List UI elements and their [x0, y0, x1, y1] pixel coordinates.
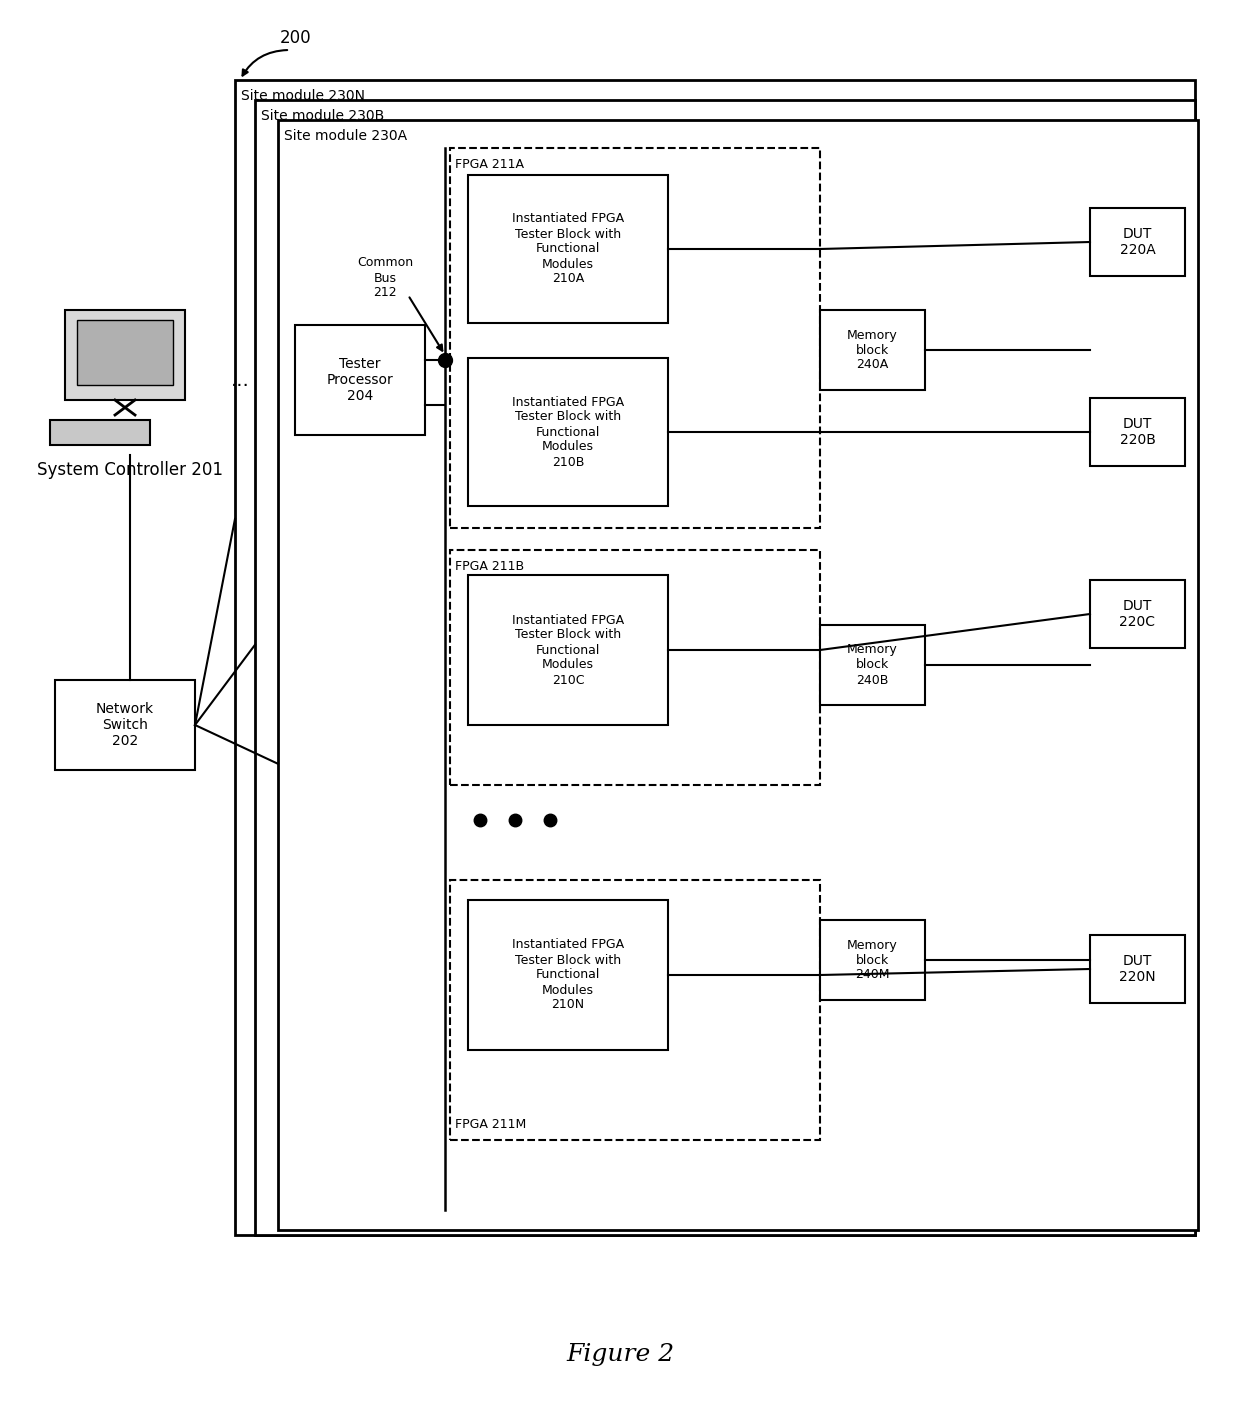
Text: DUT
220A: DUT 220A — [1120, 227, 1156, 257]
Bar — [467, 358, 668, 506]
Bar — [820, 624, 925, 704]
Bar — [1090, 208, 1185, 276]
Text: ...: ... — [231, 370, 249, 390]
Bar — [450, 880, 820, 1141]
Bar — [50, 419, 150, 445]
Text: Instantiated FPGA
Tester Block with
Functional
Modules
210N: Instantiated FPGA Tester Block with Func… — [512, 939, 624, 1012]
Bar — [820, 310, 925, 390]
Bar — [278, 121, 1198, 1230]
Bar — [1090, 579, 1185, 648]
Bar — [295, 325, 425, 435]
Text: DUT
220B: DUT 220B — [1120, 417, 1156, 448]
Text: Instantiated FPGA
Tester Block with
Functional
Modules
210B: Instantiated FPGA Tester Block with Func… — [512, 396, 624, 469]
Text: FPGA 211M: FPGA 211M — [455, 1118, 526, 1131]
Text: DUT
220N: DUT 220N — [1120, 954, 1156, 984]
Text: Instantiated FPGA
Tester Block with
Functional
Modules
210A: Instantiated FPGA Tester Block with Func… — [512, 212, 624, 285]
Text: Tester
Processor
204: Tester Processor 204 — [326, 356, 393, 403]
Text: Memory
block
240A: Memory block 240A — [847, 328, 898, 372]
Bar — [467, 175, 668, 323]
Bar — [55, 680, 195, 770]
Text: DUT
220C: DUT 220C — [1120, 599, 1156, 629]
Bar — [1090, 398, 1185, 466]
Text: Memory
block
240B: Memory block 240B — [847, 644, 898, 686]
Text: System Controller 201: System Controller 201 — [37, 462, 223, 478]
Text: Instantiated FPGA
Tester Block with
Functional
Modules
210C: Instantiated FPGA Tester Block with Func… — [512, 613, 624, 686]
Bar — [236, 80, 1195, 1235]
Text: FPGA 211A: FPGA 211A — [455, 157, 525, 171]
Text: Site module 230B: Site module 230B — [260, 109, 384, 123]
Bar — [255, 100, 1195, 1235]
Bar — [77, 320, 174, 384]
Bar — [467, 899, 668, 1049]
Bar — [450, 147, 820, 528]
Text: 200: 200 — [280, 29, 311, 46]
Text: FPGA 211B: FPGA 211B — [455, 560, 525, 572]
Bar — [820, 920, 925, 1000]
Text: Figure 2: Figure 2 — [565, 1344, 675, 1367]
Text: Memory
block
240M: Memory block 240M — [847, 939, 898, 982]
Bar — [467, 575, 668, 725]
Text: Site module 230N: Site module 230N — [241, 88, 365, 102]
Bar — [64, 310, 185, 400]
Text: Network
Switch
202: Network Switch 202 — [95, 702, 154, 748]
Text: Site module 230A: Site module 230A — [284, 129, 407, 143]
Text: Common
Bus
212: Common Bus 212 — [357, 257, 413, 299]
Bar — [1090, 934, 1185, 1003]
Bar — [450, 550, 820, 786]
